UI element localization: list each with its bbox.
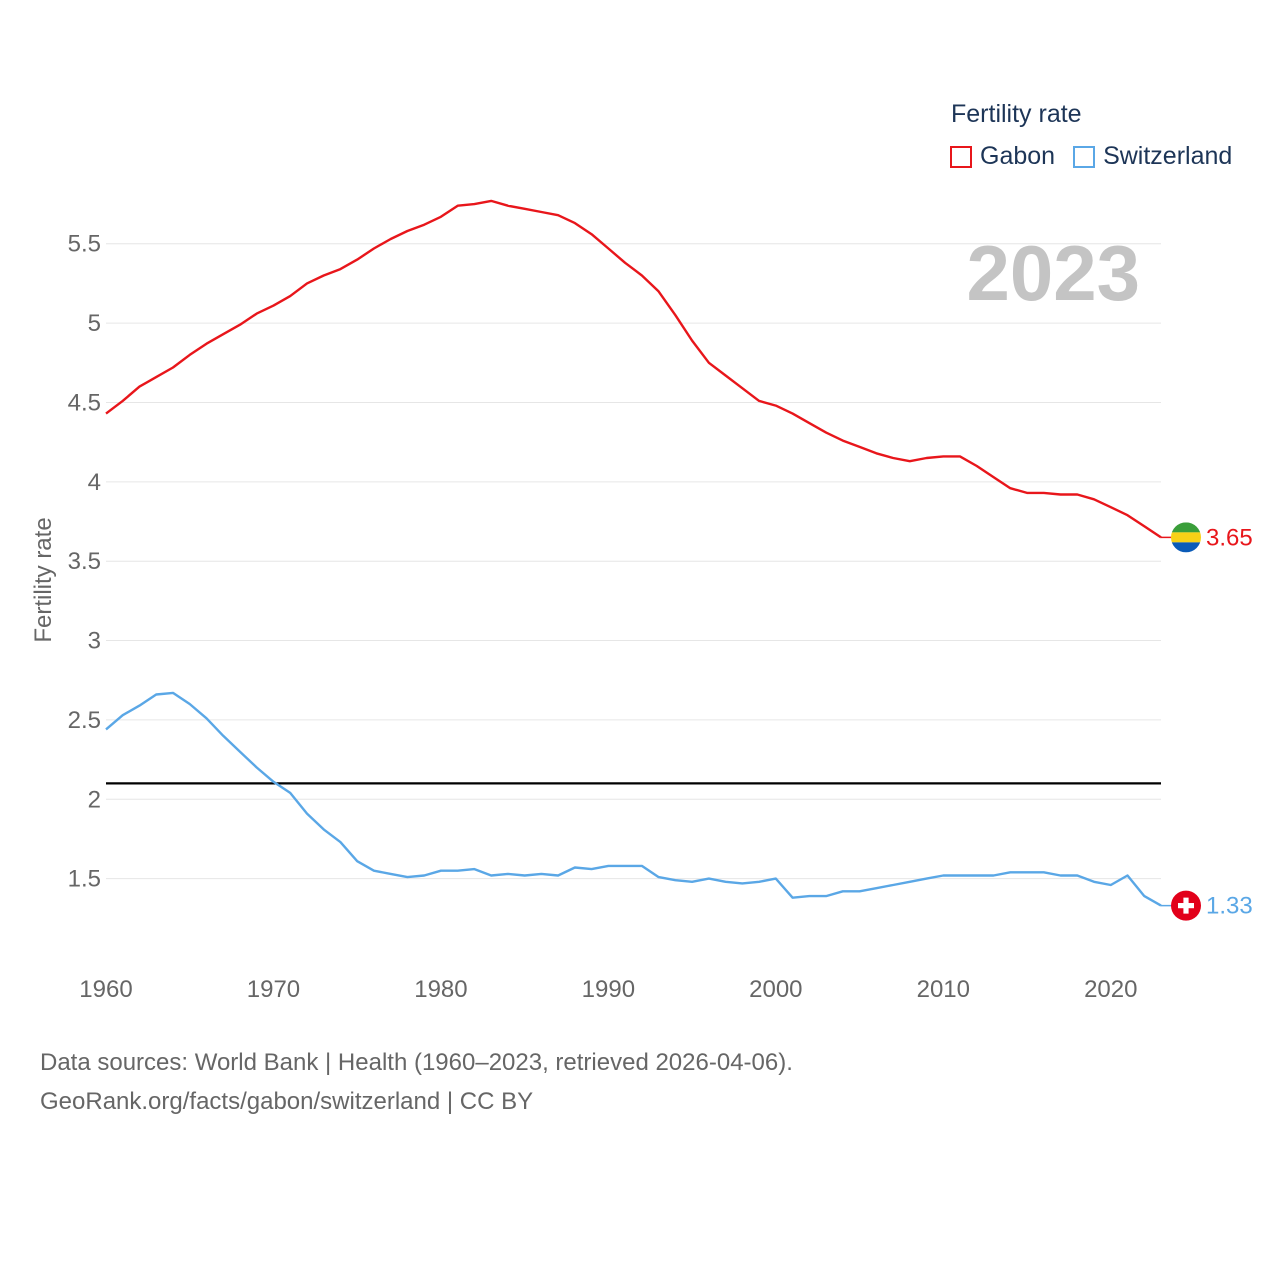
y-tick-label: 5.5 bbox=[68, 231, 101, 258]
y-tick-label: 2.5 bbox=[68, 707, 101, 734]
x-tick-label: 1970 bbox=[247, 976, 300, 1003]
series-line-switzerland bbox=[105, 691, 1162, 907]
gridlines bbox=[106, 243, 1161, 880]
y-axis-label: Fertility rate bbox=[30, 517, 57, 643]
legend-title: Fertility rate bbox=[951, 100, 1082, 128]
flag-icon-switzerland bbox=[1171, 890, 1201, 921]
legend-item-switzerland[interactable]: Switzerland bbox=[1073, 142, 1232, 171]
legend-swatch-gabon bbox=[950, 145, 972, 168]
y-tick-label: 1.5 bbox=[68, 866, 101, 893]
y-tick-label: 3.5 bbox=[68, 548, 101, 575]
legend-label-switzerland: Switzerland bbox=[1103, 142, 1233, 170]
x-tick-label: 1990 bbox=[582, 976, 635, 1003]
source-line-1: Data sources: World Bank | Health (1960–… bbox=[40, 1049, 793, 1076]
series-lines bbox=[105, 199, 1162, 907]
x-tick-label: 2020 bbox=[1084, 976, 1137, 1003]
y-tick-label: 2 bbox=[88, 786, 101, 813]
legend-swatch-switzerland bbox=[1073, 145, 1096, 168]
x-tick-label: 2010 bbox=[917, 976, 970, 1003]
legend: Gabon Switzerland bbox=[950, 142, 1250, 171]
y-tick-label: 4.5 bbox=[68, 389, 101, 416]
x-tick-labels: 1960 1970 1980 1990 2000 2010 2020 bbox=[79, 976, 1137, 1003]
source-note: Data sources: World Bank | Health (1960–… bbox=[40, 1043, 793, 1121]
x-tick-label: 1960 bbox=[79, 976, 132, 1003]
series-line-gabon bbox=[105, 199, 1162, 539]
series-end-markers: 3.65 1.33 bbox=[1161, 522, 1253, 921]
legend-label-gabon: Gabon bbox=[980, 142, 1056, 170]
flag-icon-gabon bbox=[1171, 522, 1201, 553]
y-tick-label: 5 bbox=[88, 310, 101, 337]
legend-item-gabon[interactable]: Gabon bbox=[950, 142, 1055, 171]
x-tick-label: 1980 bbox=[414, 976, 467, 1003]
end-value-label-switzerland: 1.33 bbox=[1206, 893, 1253, 920]
y-tick-labels: 1.5 2 2.5 3 3.5 4 4.5 5 5.5 bbox=[68, 231, 101, 893]
x-tick-label: 2000 bbox=[749, 976, 802, 1003]
y-tick-label: 3 bbox=[88, 628, 101, 655]
end-value-label-gabon: 3.65 bbox=[1206, 524, 1253, 551]
source-line-2: GeoRank.org/facts/gabon/switzerland | CC… bbox=[40, 1088, 534, 1115]
y-tick-label: 4 bbox=[88, 469, 101, 496]
year-label: 2023 bbox=[966, 229, 1140, 317]
